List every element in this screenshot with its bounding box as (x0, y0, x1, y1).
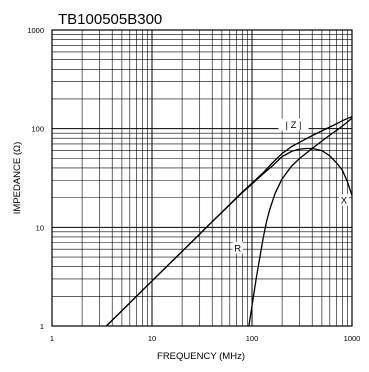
series-label-r: R (234, 243, 241, 254)
series-labels: | Z | X R (232, 118, 349, 254)
series-line-z (105, 116, 353, 327)
y-tick-labels: 1 10 100 1000 (27, 26, 44, 331)
series-label-x-background (338, 193, 349, 206)
series-line-r (248, 117, 353, 327)
y-tick-label: 1 (40, 322, 44, 331)
y-tick-label: 100 (31, 125, 44, 134)
chart-title: TB100505B300 (58, 11, 162, 28)
x-tick-label: 1000 (344, 334, 361, 343)
x-axis-label: FREQUENCY (MHz) (157, 351, 245, 362)
grid (52, 30, 352, 326)
x-tick-label: 10 (148, 334, 156, 343)
x-tick-label: 1 (50, 334, 54, 343)
series-label-r-group: R (232, 241, 243, 254)
series-layer (105, 116, 353, 327)
series-label-x-group: X (338, 193, 349, 206)
series-label-x: X (341, 195, 348, 206)
y-tick-label: 1000 (27, 26, 44, 35)
series-label-z-group: | Z | (278, 118, 309, 131)
series-label-r-background (232, 241, 243, 254)
series-label-z: | Z | (285, 120, 301, 131)
series-label-z-background (278, 118, 309, 131)
series-line-x (105, 147, 353, 327)
y-axis-label: IMPEDANCE (Ω) (12, 142, 23, 215)
x-tick-labels: 1 10 100 1000 (50, 334, 360, 343)
plot-frame (51, 29, 353, 327)
y-tick-label: 10 (36, 223, 44, 232)
x-tick-label: 100 (246, 334, 259, 343)
